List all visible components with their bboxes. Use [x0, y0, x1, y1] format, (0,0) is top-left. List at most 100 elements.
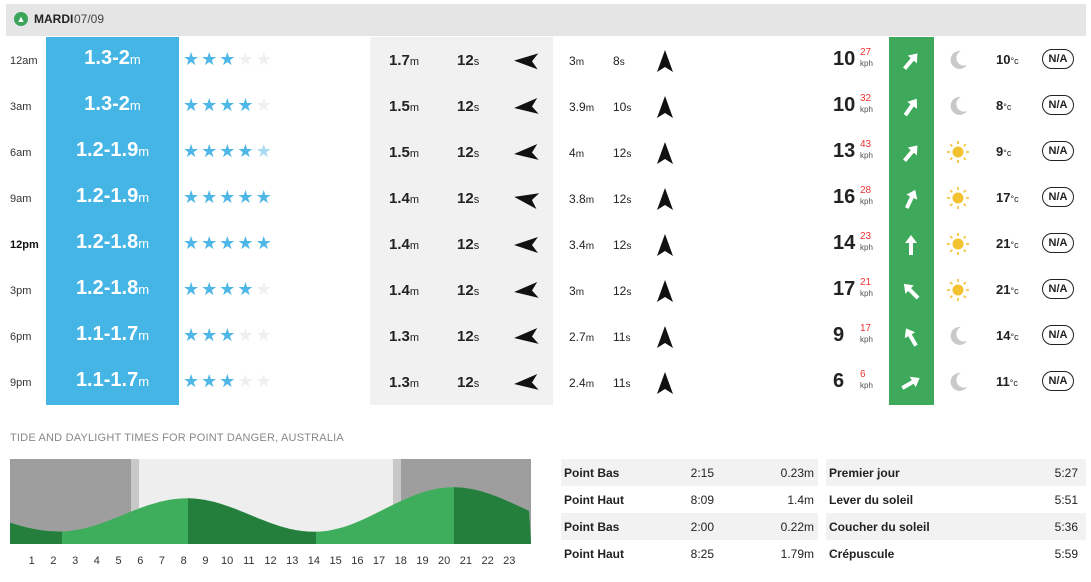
surf-height: 1.1-1.7m — [75, 369, 150, 391]
star-icon: ★ — [183, 49, 202, 69]
primary-swell-direction-icon — [514, 97, 539, 114]
moon-icon — [946, 370, 970, 394]
day-header[interactable]: ▲ MARDI 07/09 — [6, 4, 1086, 36]
star-icon: ★ — [237, 141, 256, 161]
daylight-event-time: 5:51 — [1054, 493, 1078, 507]
primary-swell-height: 1.3m — [389, 374, 420, 391]
primary-swell-height: 1.7m — [389, 52, 420, 69]
primary-swell-direction-icon — [514, 143, 539, 160]
tide-event-name: Point Bas — [564, 520, 620, 534]
star-icon: ★ — [237, 49, 256, 69]
star-icon: ★ — [255, 371, 274, 391]
row-time: 3pm — [10, 285, 32, 297]
tide-chart — [10, 459, 531, 544]
primary-swell-period: 12s — [457, 374, 480, 391]
tide-hour-label: 23 — [503, 555, 516, 567]
wind-gust: 23 — [860, 231, 872, 242]
secondary-swell-direction-icon — [657, 96, 673, 118]
wind-gust: 6 — [860, 369, 866, 380]
sun-icon — [946, 186, 970, 210]
star-icon: ★ — [201, 233, 220, 253]
star-icon: ★ — [183, 187, 202, 207]
primary-swell-height: 1.4m — [389, 190, 420, 207]
wind-gust: 32 — [860, 93, 872, 104]
star-icon: ★ — [237, 187, 256, 207]
star-icon: ★ — [201, 279, 220, 299]
secondary-swell-direction-icon — [657, 50, 673, 72]
star-icon: ★ — [201, 325, 220, 345]
moon-icon — [946, 94, 970, 118]
sun-icon — [946, 140, 970, 164]
rating-stars: ★★★★★ — [183, 49, 274, 70]
wind-direction-icon — [904, 189, 918, 209]
tide-chart-svg — [10, 459, 531, 544]
star-icon: ★ — [237, 279, 256, 299]
primary-swell-direction-icon — [514, 53, 539, 70]
secondary-swell-period: 12s — [613, 192, 632, 206]
tide-event-row: Point Haut 8:09 1.4m — [561, 486, 818, 513]
secondary-swell-height: 4m — [569, 146, 585, 160]
forecast-row: 3pm 1.2-1.8m ★★★★★ 1.4m 12s 3m 12s 17 21 kph 21°c N… — [0, 267, 1091, 313]
star-icon: ★ — [255, 233, 274, 253]
secondary-swell-period: 12s — [613, 284, 632, 298]
wind-gust: 28 — [860, 185, 872, 196]
star-icon: ★ — [255, 141, 274, 161]
star-icon: ★ — [255, 49, 274, 69]
rating-badge: N/A — [1042, 371, 1074, 391]
tide-event-time: 8:25 — [690, 547, 714, 561]
wind-speed: 9 — [833, 324, 845, 346]
tide-curve — [10, 487, 531, 544]
star-icon: ★ — [219, 233, 238, 253]
tide-event-row: Point Bas 2:00 0.22m — [561, 513, 818, 540]
tide-event-row: Point Bas 2:15 0.23m — [561, 459, 818, 486]
star-icon: ★ — [183, 141, 202, 161]
tide-event-name: Point Haut — [564, 493, 624, 507]
star-icon: ★ — [183, 95, 202, 115]
primary-swell-period: 12s — [457, 328, 480, 345]
star-icon: ★ — [237, 95, 256, 115]
wind-speed: 13 — [833, 140, 856, 162]
daylight-times-table: Premier jour 5:27 Lever du soleil 5:51 Couch… — [826, 459, 1086, 567]
wind-speed: 17 — [833, 278, 856, 300]
secondary-swell-period: 8s — [613, 54, 625, 68]
tide-hour-label: 6 — [137, 555, 144, 567]
chevron-up-icon[interactable]: ▲ — [14, 12, 28, 26]
row-time: 9am — [10, 193, 32, 205]
sun-icon — [946, 278, 970, 302]
wind-direction-icon — [904, 328, 918, 347]
wind-unit: kph — [860, 335, 873, 344]
star-icon: ★ — [219, 279, 238, 299]
wind-unit: kph — [860, 243, 873, 252]
primary-swell-period: 12s — [457, 98, 480, 115]
secondary-swell-height: 3.9m — [569, 100, 595, 114]
star-icon: ★ — [237, 233, 256, 253]
forecast-row: 3am 1.3-2m ★★★★★ 1.5m 12s 3.9m 10s 10 32 kph 8°c N/… — [0, 83, 1091, 129]
rating-stars: ★★★★★ — [183, 187, 274, 208]
wind-direction-icon — [903, 283, 920, 300]
tide-hour-label: 13 — [286, 555, 299, 567]
wind-direction-icon — [901, 376, 920, 390]
tide-event-height: 1.4m — [787, 493, 814, 507]
primary-swell-direction-icon — [514, 193, 539, 209]
daylight-row: Coucher du soleil 5:36 — [826, 513, 1086, 540]
rating-badge: N/A — [1042, 325, 1074, 345]
secondary-swell-direction-icon — [657, 234, 673, 256]
primary-swell-height: 1.3m — [389, 328, 420, 345]
tide-event-row: Point Haut 8:25 1.79m — [561, 540, 818, 567]
wind-direction-icon — [903, 98, 918, 117]
tide-hour-label: 18 — [394, 555, 407, 567]
star-icon: ★ — [219, 187, 238, 207]
wind-speed: 14 — [833, 232, 856, 254]
day-name: MARDI — [34, 12, 74, 26]
temperature: 11°c — [996, 374, 1018, 389]
secondary-swell-height: 2.7m — [569, 330, 595, 344]
star-icon: ★ — [237, 371, 256, 391]
wind-gust: 21 — [860, 277, 872, 288]
tide-event-height: 0.22m — [780, 520, 814, 534]
primary-swell-direction-icon — [514, 237, 538, 253]
star-icon: ★ — [183, 279, 202, 299]
surf-height: 1.3-2m — [84, 93, 141, 115]
secondary-swell-direction-icon — [657, 142, 673, 164]
star-icon: ★ — [255, 187, 274, 207]
tide-event-time: 2:00 — [690, 520, 714, 534]
